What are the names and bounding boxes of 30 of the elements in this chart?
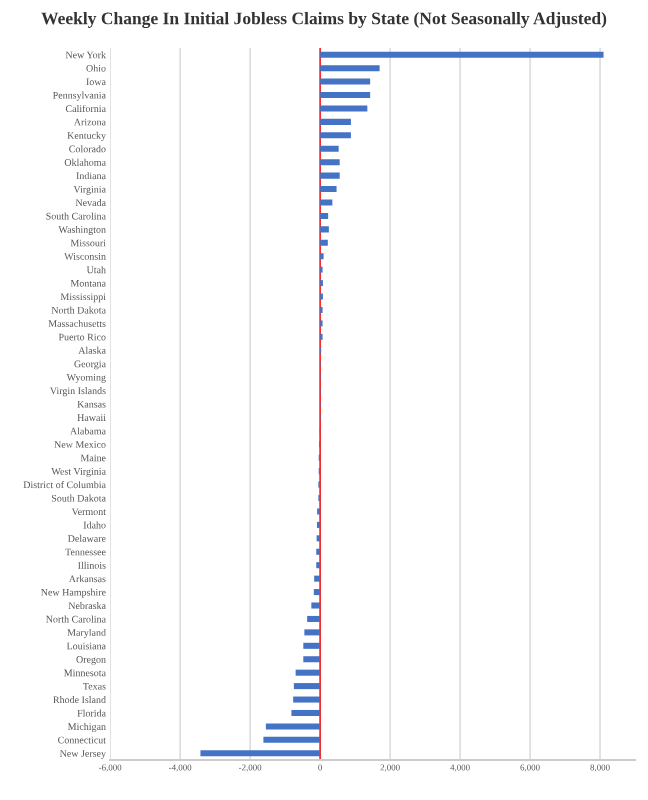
bar [320,172,340,179]
bar [314,575,321,582]
chart-title: Weekly Change In Initial Jobless Claims by State (Not Seasonally Adjusted) [41,12,607,28]
bar [263,736,321,743]
bar [313,589,321,596]
bar [303,642,321,649]
bar [320,199,333,206]
bar [295,669,321,676]
bar [320,186,337,193]
bar [320,92,371,99]
bar [320,212,329,219]
bar [265,723,321,730]
bar [320,239,328,246]
bar [320,226,329,233]
bar [320,132,351,139]
bar [307,615,321,622]
bar [304,629,321,636]
bar [320,51,604,58]
bar [320,159,340,166]
bar [200,750,321,757]
bar [303,656,321,663]
bar [293,696,321,703]
bar [320,78,371,85]
bar [311,602,321,609]
bar [320,118,351,125]
bar [293,683,321,690]
bar [320,65,380,72]
bar [320,105,368,112]
bar [320,145,339,152]
bar [291,709,321,716]
